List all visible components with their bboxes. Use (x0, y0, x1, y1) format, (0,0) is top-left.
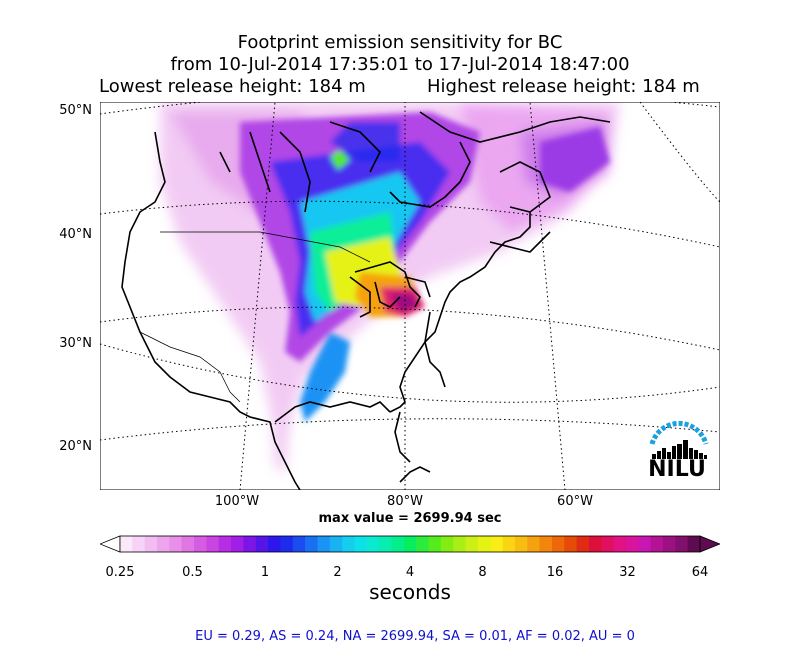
colorbar-swatch (342, 536, 355, 552)
nilu-logo-skyline (652, 440, 707, 459)
colorbar-swatch (502, 536, 516, 552)
colorbar-swatch (181, 536, 195, 552)
colorbar-tick-label: 0.5 (182, 565, 203, 580)
colorbar-tick-label: 32 (619, 565, 636, 580)
graticule (100, 102, 720, 490)
colorbar-tick-label: 0.25 (105, 565, 135, 580)
colorbar-swatch (169, 536, 183, 552)
colorbar-tick-label: 1 (260, 565, 270, 580)
colorbar-swatch (268, 536, 281, 552)
max-value-label: max value = 2699.94 sec (318, 511, 502, 526)
colorbar-swatch (206, 536, 220, 552)
colorbar-swatch (292, 536, 306, 552)
lat-label-50n: 50°N (59, 103, 92, 118)
colorbar-tick-label: 8 (478, 565, 487, 580)
lowest-release-height: Lowest release height: 184 m (99, 76, 366, 97)
title-line-1: Footprint emission sensitivity for BC (237, 32, 563, 53)
colorbar-swatch (132, 536, 146, 552)
colorbar-swatch (601, 536, 615, 552)
colorbar-swatch (490, 536, 504, 552)
colorbar-swatch (675, 536, 689, 552)
colorbar-swatch (379, 536, 392, 552)
colorbar-swatch (576, 536, 590, 552)
coastlines (121, 111, 611, 490)
colorbar-swatch (280, 536, 294, 552)
lat-label-20n: 20°N (59, 439, 92, 454)
highest-release-height: Highest release height: 184 m (427, 76, 700, 97)
colorbar-swatch (453, 536, 467, 552)
colorbar-extend-min (100, 535, 121, 553)
colorbar-swatch (144, 536, 158, 552)
colorbar-tick-label: 16 (546, 565, 564, 580)
colorbar-frame (119, 535, 701, 553)
lon-label-100w: 100°W (214, 494, 260, 509)
title-line-2: from 10-Jul-2014 17:35:01 to 17-Jul-2014… (170, 54, 630, 75)
colorbar-swatch (687, 536, 701, 552)
colorbar-swatch (650, 536, 664, 552)
map-canvas (99, 101, 721, 491)
colorbar-swatch (354, 536, 368, 552)
colorbar-tick-label: 2 (333, 565, 342, 580)
lat-label-30n: 30°N (59, 336, 92, 351)
colorbar-swatch (305, 536, 318, 552)
colorbar (100, 535, 720, 553)
political-borders (139, 231, 371, 403)
colorbar-swatch (255, 536, 269, 552)
colorbar-swatch (477, 536, 491, 552)
colorbar-swatch (465, 536, 479, 552)
colorbar-swatch (243, 536, 257, 552)
colorbar-swatch (514, 536, 528, 552)
lat-label-40n: 40°N (59, 227, 92, 242)
colorbar-swatch (662, 536, 676, 552)
colorbar-swatch (366, 536, 380, 552)
colorbar-swatch (391, 536, 405, 552)
colorbar-tick-label: 64 (691, 565, 709, 580)
colorbar-swatch (317, 536, 331, 552)
colorbar-swatch (218, 536, 232, 552)
colorbar-swatch (638, 536, 652, 552)
region-totals-footer: EU = 0.29, AS = 0.24, NA = 2699.94, SA =… (195, 629, 635, 644)
footprint-plume (160, 102, 620, 472)
nilu-logo-text: NILU (648, 457, 706, 482)
colorbar-swatch (231, 536, 244, 552)
colorbar-units: seconds (369, 580, 451, 604)
nilu-logo-arc (649, 420, 709, 445)
colorbar-swatch (551, 536, 565, 552)
nilu-logo (649, 420, 709, 459)
colorbar-swatch (403, 536, 417, 552)
map-panel: NILU (99, 101, 721, 491)
colorbar-swatch (588, 536, 602, 552)
colorbar-swatch (428, 536, 442, 552)
lon-label-80w: 80°W (387, 494, 423, 509)
colorbar-swatch (194, 536, 207, 552)
colorbar-swatch (625, 536, 639, 552)
colorbar-swatch (416, 536, 430, 552)
lon-label-60w: 60°W (557, 494, 593, 509)
colorbar-extend-max (699, 535, 720, 553)
colorbar-swatch (329, 536, 343, 552)
colorbar-swatch (539, 536, 553, 552)
colorbar-swatch (564, 536, 578, 552)
colorbar-swatch (157, 536, 170, 552)
colorbar-swatch (613, 536, 627, 552)
colorbar-swatch (440, 536, 454, 552)
colorbar-tick-label: 4 (405, 565, 415, 580)
colorbar-swatch (120, 536, 133, 552)
colorbar-swatch (527, 536, 541, 552)
